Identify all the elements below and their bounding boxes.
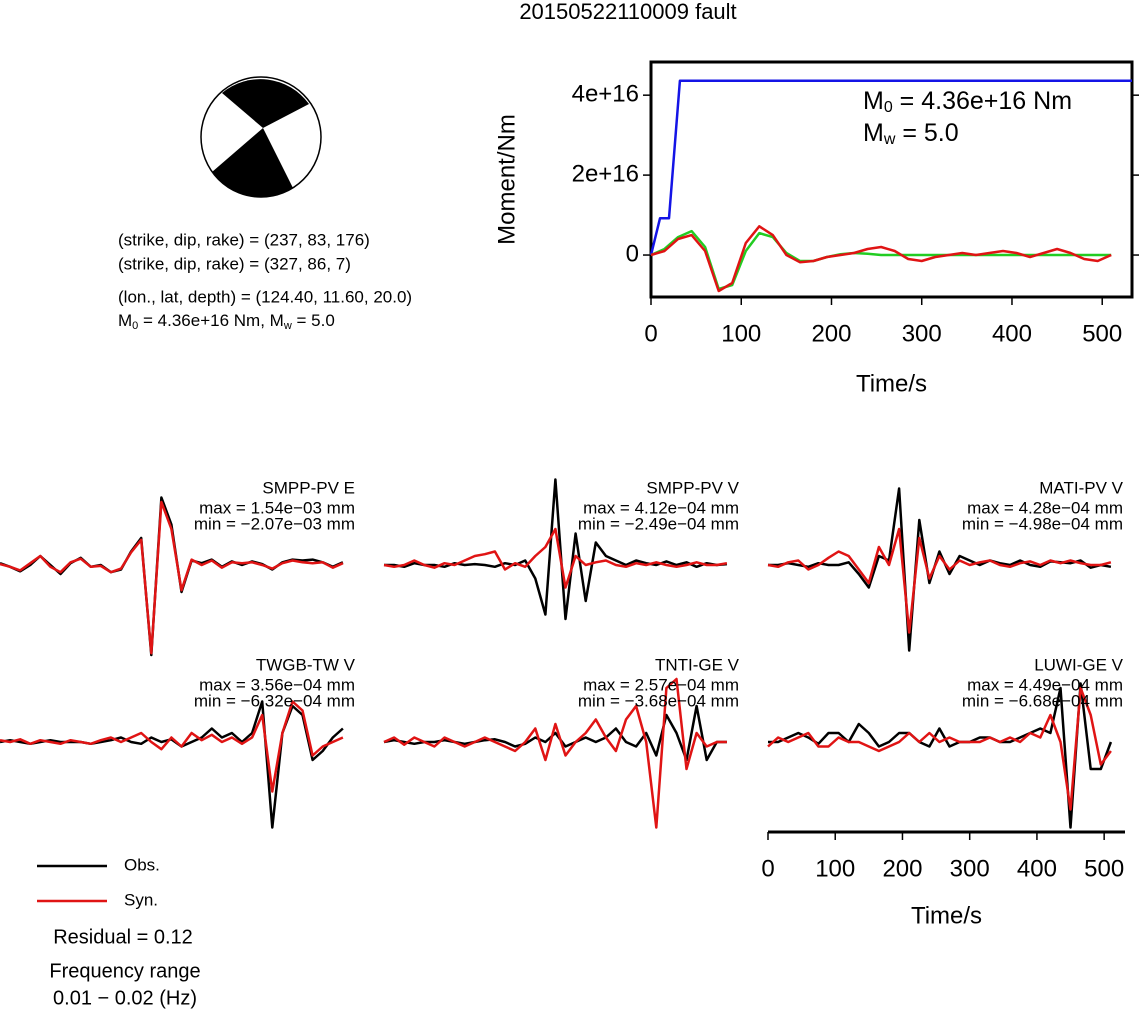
trace — [383, 704, 727, 762]
amplitude-label: max = 4.12e−04 mm — [583, 498, 739, 517]
y-axis-label: Moment/Nm — [493, 114, 520, 245]
amplitude-label: min = −6.68e−04 mm — [962, 691, 1123, 710]
x-tick-label: 200 — [811, 320, 851, 347]
amplitude-label: min = −6.32e−04 mm — [194, 691, 355, 710]
trace — [768, 682, 1113, 829]
x-tick-label: 200 — [882, 855, 922, 882]
x-tick-label: 0 — [761, 855, 774, 882]
subscript: w — [283, 320, 292, 332]
x-tick-label: 300 — [902, 320, 942, 347]
symbol: M — [118, 311, 132, 330]
mechanism-line: (strike, dip, rake) = (327, 86, 7) — [118, 254, 351, 273]
amplitude-label: max = 1.54e−03 mm — [199, 498, 355, 517]
trace — [0, 700, 344, 793]
frequency-label: Frequency range — [49, 960, 200, 982]
figure-title: 20150522110009 fault — [519, 0, 736, 24]
trace — [0, 500, 344, 655]
station-name: TWGB-TW V — [256, 655, 356, 674]
mechanism-line: (lon., lat, depth) = (124.40, 11.60, 20.… — [118, 287, 412, 306]
station-name: TNTI-GE V — [655, 655, 740, 674]
trace — [0, 700, 344, 829]
subscript: 0 — [884, 99, 893, 116]
moment-annotation: M0 = 4.36e+16 Nm — [863, 87, 1072, 117]
amplitude-label: max = 4.49e−04 mm — [967, 675, 1123, 694]
moment-text: = 4.36e+16 Nm, — [138, 311, 269, 330]
symbol: M — [863, 119, 884, 147]
trace — [384, 478, 728, 621]
amplitude-label: max = 3.56e−04 mm — [199, 675, 355, 694]
amplitude-label: max = 2.57e−04 mm — [583, 675, 739, 694]
trace — [650, 229, 1112, 291]
x-tick-label: 0 — [644, 320, 657, 347]
y-tick-label: 2e+16 — [572, 160, 639, 187]
station-name: LUWI-GE V — [1034, 655, 1123, 674]
subscript: w — [883, 131, 896, 148]
legend-label: Syn. — [124, 890, 158, 909]
symbol: M — [863, 87, 884, 115]
station-name: SMPP-PV V — [646, 478, 739, 497]
amplitude-label: min = −4.98e−04 mm — [962, 514, 1123, 533]
y-tick-label: 0 — [626, 240, 639, 267]
x-tick-label: 400 — [992, 320, 1032, 347]
x-tick-label: 500 — [1084, 855, 1124, 882]
annotation-text: = 5.0 — [895, 119, 958, 147]
x-axis-label: Time/s — [856, 370, 927, 397]
trace — [767, 527, 1112, 634]
symbol: M — [270, 311, 284, 330]
moment-line: M0 = 4.36e+16 Nm, Mw = 5.0 — [118, 311, 335, 331]
y-tick-label: 4e+16 — [572, 81, 639, 108]
trace — [383, 527, 728, 589]
x-tick-label: 300 — [950, 855, 990, 882]
x-tick-label: 500 — [1082, 320, 1122, 347]
legend-label: Obs. — [124, 855, 160, 874]
moment-annotation: Mw = 5.0 — [863, 119, 959, 149]
x-axis-label: Time/s — [911, 902, 982, 929]
x-tick-label: 100 — [815, 855, 855, 882]
amplitude-label: min = −2.07e−03 mm — [194, 514, 355, 533]
subscript: 0 — [132, 320, 138, 332]
x-tick-label: 100 — [721, 320, 761, 347]
amplitude-label: min = −3.68e−04 mm — [578, 691, 739, 710]
x-tick-label: 400 — [1017, 855, 1057, 882]
frequency-range: 0.01 − 0.02 (Hz) — [53, 987, 197, 1009]
station-name: MATI-PV V — [1039, 478, 1123, 497]
mechanism-line: (strike, dip, rake) = (237, 83, 176) — [118, 230, 370, 249]
trace — [383, 677, 727, 829]
beachball-compression — [222, 79, 309, 128]
amplitude-label: min = −2.49e−04 mm — [578, 514, 739, 533]
beachball — [200, 76, 322, 198]
beachball-compression — [212, 128, 293, 198]
trace — [649, 79, 1132, 256]
annotation-text: = 4.36e+16 Nm — [893, 87, 1072, 115]
trace — [650, 225, 1112, 293]
trace — [767, 686, 1112, 811]
amplitude-label: max = 4.28e−04 mm — [967, 498, 1123, 517]
plot-frame — [649, 60, 1134, 299]
magnitude-text: = 5.0 — [292, 311, 335, 330]
residual: Residual = 0.12 — [53, 926, 193, 948]
station-name: SMPP-PV E — [262, 478, 355, 497]
